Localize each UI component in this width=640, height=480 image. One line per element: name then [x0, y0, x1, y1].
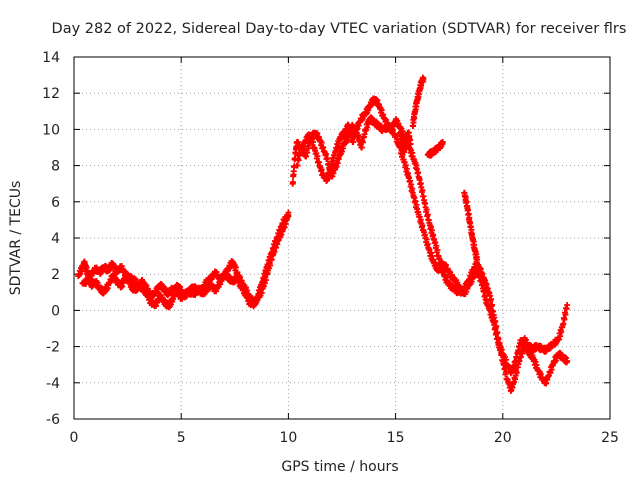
data-point	[344, 137, 351, 144]
data-point	[562, 311, 569, 318]
data-point	[532, 359, 539, 366]
data-point	[488, 308, 495, 315]
data-point	[261, 273, 268, 280]
data-point	[241, 287, 248, 294]
data-point	[252, 301, 259, 308]
data-point	[314, 153, 321, 160]
data-point	[427, 223, 434, 230]
data-point	[556, 336, 563, 343]
grid	[74, 57, 610, 419]
x-tick-label: 10	[279, 430, 297, 446]
data-point	[564, 358, 571, 365]
data-point	[339, 148, 345, 155]
data-point	[333, 163, 340, 170]
data-point	[177, 283, 184, 290]
data-point	[359, 139, 366, 146]
data-point	[305, 145, 312, 152]
data-point	[295, 139, 302, 146]
data-point	[492, 324, 499, 331]
data-point	[333, 146, 340, 153]
data-point	[334, 144, 341, 151]
data-point	[423, 206, 430, 213]
data-point	[256, 290, 263, 297]
data-point	[420, 75, 427, 82]
data-point	[408, 181, 415, 188]
data-point	[433, 242, 440, 249]
data-point	[427, 249, 434, 256]
data-point	[217, 281, 224, 288]
data-points	[75, 74, 571, 394]
y-tick-label: 4	[51, 231, 60, 247]
data-point	[275, 232, 282, 239]
data-point	[403, 165, 410, 172]
data-point	[294, 162, 301, 169]
data-point	[266, 259, 273, 266]
data-point	[374, 97, 381, 104]
data-point	[432, 239, 439, 246]
data-point	[439, 139, 446, 146]
data-point	[557, 333, 564, 340]
data-point	[171, 292, 178, 299]
y-tick-label: 8	[51, 159, 60, 175]
data-point	[271, 244, 278, 251]
y-tick-label: 6	[51, 195, 60, 211]
y-tick-label: 10	[42, 122, 60, 138]
data-point	[423, 236, 430, 243]
y-axis-label: SDTVAR / TECUs	[8, 181, 24, 296]
x-tick-label: 5	[177, 430, 186, 446]
data-point	[560, 320, 567, 327]
data-point	[424, 211, 431, 218]
data-point	[358, 144, 365, 151]
x-tick-label: 15	[387, 430, 405, 446]
data-point	[463, 288, 470, 295]
data-point	[324, 155, 331, 162]
y-tick-label: 14	[42, 50, 60, 66]
y-tick-label: -4	[46, 376, 60, 392]
data-point	[334, 160, 341, 167]
data-point	[378, 107, 385, 114]
data-point	[364, 124, 371, 131]
data-point	[289, 179, 296, 186]
y-tick-label: -2	[46, 340, 60, 356]
data-point	[503, 356, 510, 363]
y-tick-label: -6	[46, 412, 60, 428]
data-point	[237, 279, 244, 286]
data-point	[285, 213, 292, 220]
x-tick-label: 0	[70, 430, 79, 446]
data-point	[318, 166, 325, 173]
y-tick-label: 12	[42, 86, 60, 102]
data-point	[260, 276, 267, 283]
y-tick-label: 2	[51, 267, 60, 283]
data-point	[172, 289, 179, 296]
data-point	[407, 177, 414, 184]
data-point	[232, 264, 239, 271]
data-point	[318, 139, 325, 146]
y-tick-label: 0	[51, 303, 60, 319]
data-point	[488, 296, 495, 303]
data-point	[434, 247, 441, 254]
x-tick-label: 20	[494, 430, 512, 446]
data-point	[267, 256, 274, 263]
data-point	[419, 187, 426, 194]
chart-title: Day 282 of 2022, Sidereal Day-to-day VTE…	[52, 21, 627, 37]
data-point	[304, 149, 311, 156]
data-point	[493, 329, 500, 336]
data-point	[119, 283, 126, 290]
data-point	[442, 262, 449, 269]
data-point	[429, 227, 436, 234]
data-point	[474, 256, 481, 263]
x-axis-label: GPS time / hours	[281, 459, 398, 475]
data-point	[513, 369, 520, 376]
data-point	[303, 153, 310, 160]
data-point	[329, 173, 336, 180]
data-point	[561, 316, 568, 323]
axis-ticks: 0 5 10 15 20 25 -6 -4 -2 0 2 4 6 8 10 12 14	[42, 50, 619, 446]
data-point	[402, 162, 409, 169]
x-tick-label: 25	[601, 430, 619, 446]
data-point	[407, 140, 414, 147]
data-point	[564, 301, 571, 308]
data-point	[547, 369, 554, 376]
data-point	[412, 198, 419, 205]
